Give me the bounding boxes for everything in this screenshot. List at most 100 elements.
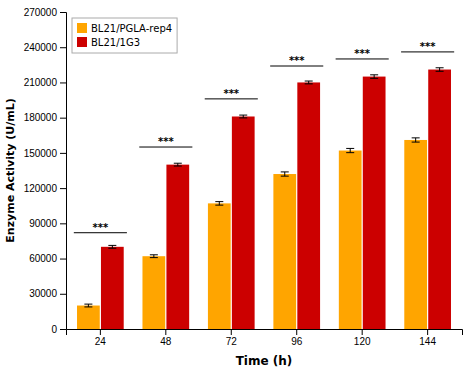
error-line xyxy=(415,138,416,142)
error-bar xyxy=(174,163,182,166)
tick-mark xyxy=(60,259,66,260)
tick-label: 30000 xyxy=(29,288,57,299)
error-bar xyxy=(215,202,223,206)
legend-swatch xyxy=(77,37,87,47)
error-cap xyxy=(412,142,420,143)
x-tick: 24 xyxy=(95,329,107,347)
error-bar xyxy=(239,115,247,118)
error-cap xyxy=(150,257,158,258)
error-bar xyxy=(281,172,289,176)
tick-mark xyxy=(60,329,66,330)
error-cap xyxy=(412,137,420,138)
legend-label: BL21/PGLA-rep4 xyxy=(91,23,172,34)
tick-label: 90000 xyxy=(29,218,57,229)
bar xyxy=(363,77,386,329)
x-tick: 48 xyxy=(160,329,172,347)
axis-line xyxy=(60,13,67,330)
error-cap xyxy=(84,304,92,305)
error-cap xyxy=(305,81,313,82)
error-bar xyxy=(84,304,92,307)
error-cap xyxy=(239,115,247,116)
error-cap xyxy=(436,67,444,68)
significance-label: *** xyxy=(93,222,109,233)
bar xyxy=(339,151,362,329)
tick-label: 180000 xyxy=(24,112,58,123)
tick-mark xyxy=(60,153,66,154)
tick-label: 96 xyxy=(291,336,303,347)
tick-label: 270000 xyxy=(24,7,58,18)
error-bar xyxy=(436,68,444,72)
x-axis: 24 48 72 96 120 144 xyxy=(67,329,463,347)
tick-label: 240000 xyxy=(24,42,58,53)
error-cap xyxy=(370,78,378,79)
legend-item: BL21/PGLA-rep4 xyxy=(77,23,172,34)
legend-swatch xyxy=(77,23,87,33)
tick-label: 210000 xyxy=(24,77,58,88)
bar xyxy=(166,165,189,329)
error-line xyxy=(374,75,375,79)
legend-box xyxy=(72,18,177,53)
tick-label: 120000 xyxy=(24,183,58,194)
tick-mark xyxy=(362,329,363,335)
legend-label: BL21/1G3 xyxy=(91,37,140,48)
x-tick: 96 xyxy=(291,329,303,347)
tick-label: 0 xyxy=(51,324,57,335)
y-tick: 0 xyxy=(51,324,66,335)
tick-mark xyxy=(231,329,232,335)
significance-label: *** xyxy=(354,48,370,59)
significance-label: *** xyxy=(420,41,436,52)
error-line xyxy=(439,68,440,72)
tick-mark xyxy=(100,329,101,335)
error-cap xyxy=(215,205,223,206)
y-tick: 90000 xyxy=(29,218,66,229)
y-tick: 150000 xyxy=(24,148,66,159)
error-cap xyxy=(84,306,92,307)
tick-label: 150000 xyxy=(24,148,58,159)
bar xyxy=(142,256,165,329)
bar xyxy=(428,70,451,329)
marks xyxy=(74,52,454,329)
tick-mark xyxy=(60,188,66,189)
bar xyxy=(404,140,427,329)
error-cap xyxy=(108,245,116,246)
error-bar xyxy=(370,75,378,79)
y-tick: 30000 xyxy=(29,288,66,299)
bar xyxy=(77,306,100,329)
error-bar xyxy=(412,138,420,142)
tick-label: 72 xyxy=(226,336,238,347)
tick-mark xyxy=(60,118,66,119)
error-cap xyxy=(436,71,444,72)
significance-label: *** xyxy=(223,88,239,99)
error-cap xyxy=(346,152,354,153)
error-cap xyxy=(150,254,158,255)
x-tick: 144 xyxy=(419,329,436,347)
x-axis-title: Time (h) xyxy=(236,354,293,368)
error-line xyxy=(350,148,351,152)
y-tick: 240000 xyxy=(24,42,66,53)
annotations: ****************** xyxy=(93,41,437,233)
tick-mark xyxy=(165,329,166,335)
tick-mark xyxy=(60,82,66,83)
error-bar xyxy=(108,245,116,248)
error-cap xyxy=(215,201,223,202)
y-tick: 60000 xyxy=(29,253,66,264)
axis-line xyxy=(67,330,463,336)
tick-label: 48 xyxy=(160,336,172,347)
error-cap xyxy=(108,248,116,249)
tick-label: 60000 xyxy=(29,253,57,264)
error-bar xyxy=(305,81,313,84)
error-cap xyxy=(281,171,289,172)
tick-label: 24 xyxy=(95,336,107,347)
error-cap xyxy=(370,74,378,75)
y-tick: 210000 xyxy=(24,77,66,88)
series xyxy=(101,68,451,329)
tick-mark xyxy=(296,329,297,335)
error-cap xyxy=(281,176,289,177)
y-axis-title: Enzyme Activity (U/mL) xyxy=(4,98,17,242)
error-bar xyxy=(150,255,158,258)
bar xyxy=(208,203,231,329)
bar xyxy=(232,116,255,329)
tick-label: 120 xyxy=(354,336,371,347)
y-tick: 120000 xyxy=(24,183,66,194)
tick-mark xyxy=(427,329,428,335)
